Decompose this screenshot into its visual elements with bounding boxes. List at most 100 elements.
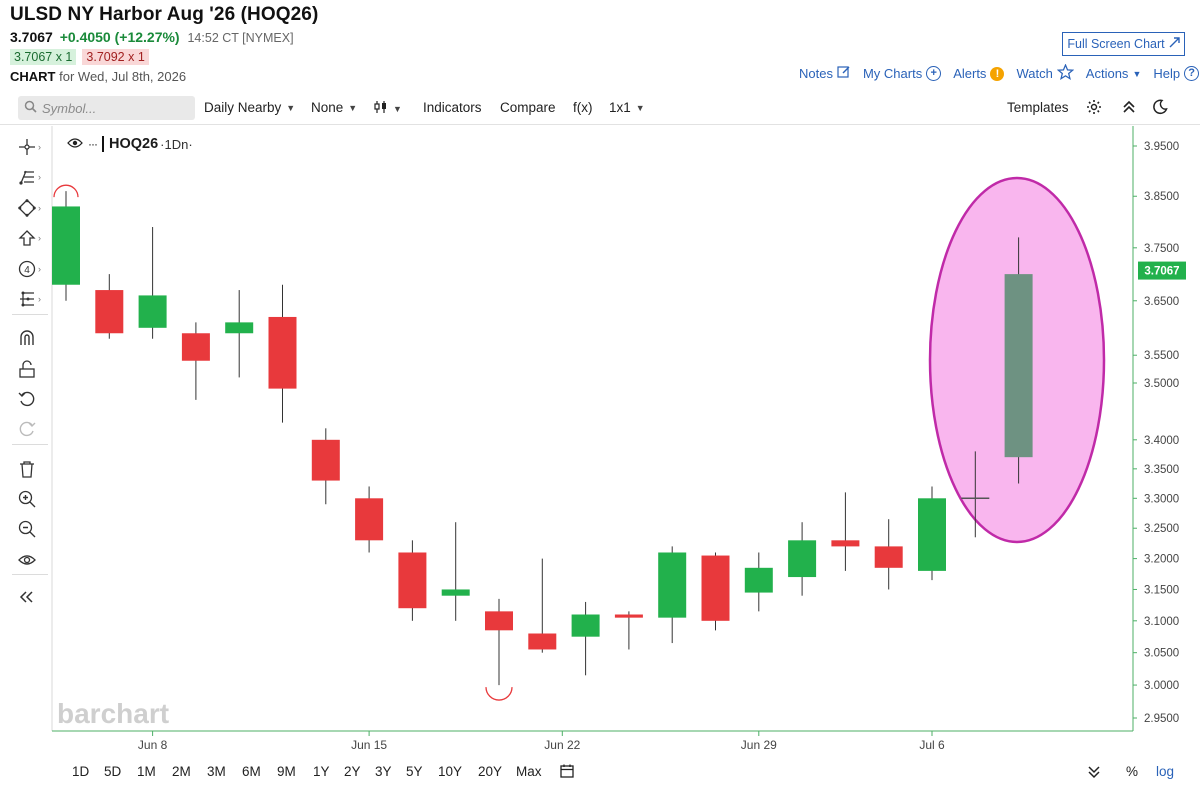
actions-menu[interactable]: Actions ▼	[1086, 66, 1142, 81]
chart-legend: ··· HOQ26 ·1Dn·	[67, 136, 193, 152]
settings-button[interactable]	[1086, 99, 1102, 118]
eye-tool[interactable]	[18, 549, 50, 571]
price-tick-label: 3.8500	[1144, 191, 1179, 203]
period-6m[interactable]: 6M	[242, 764, 261, 779]
period-1d[interactable]: 1D	[72, 764, 90, 779]
arrow-up-icon	[18, 229, 36, 247]
collapse-tool[interactable]	[18, 586, 50, 608]
plus-circle-icon: +	[926, 66, 942, 81]
period-9m[interactable]: 9M	[277, 764, 296, 779]
price-tick-label: 3.7500	[1144, 243, 1179, 255]
sidebar-divider	[12, 314, 48, 315]
function-label: f(x)	[573, 100, 593, 115]
compare-button[interactable]: Compare	[500, 100, 556, 115]
my-charts-label: My Charts	[862, 66, 923, 81]
shapes-tool[interactable]: ›	[18, 197, 50, 219]
period-2m[interactable]: 2M	[172, 764, 191, 779]
count-tool[interactable]: 4 ›	[18, 258, 50, 280]
chevron-right-icon: ›	[38, 203, 41, 213]
help-link[interactable]: Help ?	[1153, 66, 1200, 81]
chevron-right-icon: ›	[38, 233, 41, 243]
candle	[311, 428, 340, 505]
chart-date: for Wed, Jul 8th, 2026	[59, 69, 187, 84]
candle-body	[398, 552, 427, 609]
date-tick-label: Jul 6	[919, 738, 945, 752]
candle	[138, 227, 167, 339]
period-10y[interactable]: 10Y	[438, 764, 463, 779]
candle	[441, 522, 470, 621]
undo-tool[interactable]	[18, 388, 50, 410]
period-2y[interactable]: 2Y	[344, 764, 361, 779]
last-price: 3.7067	[10, 29, 53, 45]
trash-tool[interactable]	[18, 458, 50, 480]
aggregation-dropdown[interactable]: Daily Nearby ▼	[204, 100, 295, 115]
sidebar-divider	[12, 574, 48, 575]
collapse-toolbar-button[interactable]	[1122, 99, 1136, 118]
alerts-link[interactable]: Alerts !	[953, 66, 1005, 81]
period-3y[interactable]: 3Y	[375, 764, 392, 779]
indicators-label: Indicators	[423, 100, 482, 115]
quote-time: 14:52 CT [NYMEX]	[187, 31, 294, 45]
candle	[528, 558, 557, 653]
double-chevron-down-icon[interactable]	[1088, 765, 1100, 784]
candle-body	[788, 540, 817, 578]
fork-tool[interactable]: ›	[18, 288, 50, 310]
price-tick-label: 3.5000	[1144, 378, 1179, 390]
candle-body	[658, 552, 687, 618]
period-5d[interactable]: 5D	[104, 764, 122, 779]
period-1y[interactable]: 1Y	[313, 764, 330, 779]
period-20y[interactable]: 20Y	[478, 764, 503, 779]
candle-body	[311, 439, 340, 481]
candle	[398, 540, 427, 621]
percent-scale-button[interactable]: %	[1126, 764, 1139, 779]
swing-low-marker	[485, 687, 513, 701]
arrow-up-tool[interactable]: ›	[18, 227, 50, 249]
candle	[225, 290, 254, 378]
trend-line-tool[interactable]: ›	[18, 166, 50, 188]
chevron-down-icon: ▼	[286, 102, 296, 113]
unlock-tool[interactable]	[18, 358, 50, 380]
period-3m[interactable]: 3M	[207, 764, 226, 779]
barchart-watermark: barchart	[57, 698, 169, 729]
candle-body	[571, 614, 600, 637]
study-dropdown[interactable]: None ▼	[311, 100, 357, 115]
watch-link[interactable]: Watch	[1016, 63, 1075, 83]
last-price-flag-label: 3.7067	[1144, 266, 1179, 278]
price-line: 3.7067 +0.4050 (+12.27%) 14:52 CT [NYMEX…	[10, 29, 318, 45]
candle	[831, 492, 860, 571]
layout-dropdown[interactable]: 1x1 ▼	[609, 100, 645, 115]
theme-toggle[interactable]	[1152, 99, 1168, 118]
calendar-icon[interactable]	[560, 764, 574, 783]
my-charts-link[interactable]: My Charts +	[862, 66, 942, 81]
templates-label: Templates	[1007, 100, 1069, 115]
crosshair-tool[interactable]: ›	[18, 136, 50, 158]
trend-line-icon	[18, 168, 36, 186]
eye-icon[interactable]	[67, 136, 83, 152]
top-links: Notes My Charts + Alerts ! Watch Actions…	[799, 63, 1200, 83]
period-1m[interactable]: 1M	[137, 764, 156, 779]
function-button[interactable]: f(x)	[573, 100, 593, 115]
chart-type-dropdown[interactable]: ▼	[374, 100, 402, 117]
price-tick-label: 3.2500	[1144, 523, 1179, 535]
more-icon[interactable]: ···	[88, 137, 98, 151]
chart-toolbar: Symbol... Daily Nearby ▼ None ▼ ▼ Indica…	[0, 92, 1200, 125]
zoom-out-tool[interactable]	[18, 518, 50, 540]
templates-button[interactable]: Templates	[1007, 100, 1069, 115]
period-5y[interactable]: 5Y	[406, 764, 423, 779]
symbol-search[interactable]: Symbol...	[18, 96, 195, 120]
period-max[interactable]: Max	[516, 764, 542, 779]
alert-icon: !	[990, 66, 1005, 81]
indicators-button[interactable]: Indicators	[423, 100, 482, 115]
full-screen-chart-button[interactable]: Full Screen Chart	[1062, 32, 1185, 56]
notes-link[interactable]: Notes	[799, 65, 851, 82]
zoom-in-tool[interactable]	[18, 488, 50, 510]
redo-tool[interactable]	[18, 418, 50, 440]
help-icon: ?	[1184, 66, 1200, 81]
log-scale-button[interactable]: log	[1156, 764, 1175, 779]
price-tick-label: 3.9500	[1144, 141, 1179, 153]
count-icon: 4	[18, 260, 36, 278]
magnet-tool[interactable]	[18, 327, 50, 349]
search-icon	[24, 100, 37, 116]
shapes-icon	[18, 199, 36, 217]
